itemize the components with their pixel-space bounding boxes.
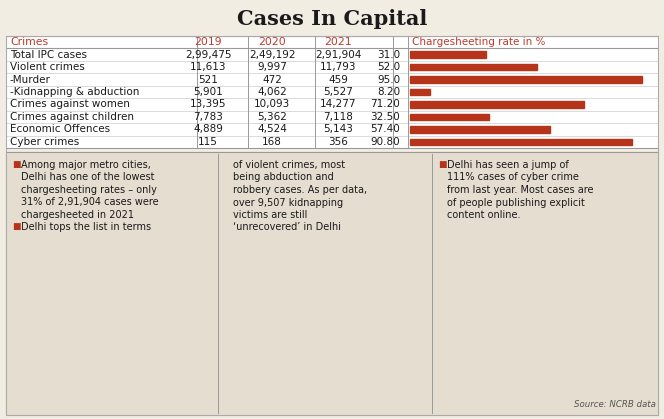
Text: Delhi tops the list in terms: Delhi tops the list in terms [21, 222, 151, 233]
Text: 356: 356 [328, 137, 348, 147]
Text: Delhi has one of the lowest: Delhi has one of the lowest [21, 173, 155, 183]
Text: victims are still: victims are still [233, 210, 307, 220]
Bar [410, 139, 631, 145]
Bar [410, 76, 642, 83]
Text: -Kidnapping & abduction: -Kidnapping & abduction [10, 87, 139, 97]
Text: 5,901: 5,901 [193, 87, 223, 97]
Text: chargesheeting rates – only: chargesheeting rates – only [21, 185, 157, 195]
Bar [410, 52, 485, 58]
Text: 521: 521 [198, 75, 218, 85]
Text: 2,49,192: 2,49,192 [249, 50, 295, 59]
Text: 5,362: 5,362 [257, 112, 287, 122]
Text: Crimes against children: Crimes against children [10, 112, 134, 122]
Text: from last year. Most cases are: from last year. Most cases are [447, 185, 594, 195]
Text: Chargesheeting rate in %: Chargesheeting rate in % [412, 37, 545, 47]
Text: 10,093: 10,093 [254, 99, 290, 109]
Text: 2,99,475: 2,99,475 [185, 50, 231, 59]
Text: 111% cases of cyber crime: 111% cases of cyber crime [447, 173, 579, 183]
Text: Cases In Capital: Cases In Capital [237, 9, 427, 29]
Text: 11,793: 11,793 [320, 62, 357, 72]
Text: 13,395: 13,395 [190, 99, 226, 109]
Text: of people publishing explicit: of people publishing explicit [447, 197, 585, 207]
Text: 11,613: 11,613 [190, 62, 226, 72]
Text: Cyber crimes: Cyber crimes [10, 137, 79, 147]
Text: Violent crimes: Violent crimes [10, 62, 85, 72]
Text: 52.0: 52.0 [377, 62, 400, 72]
Text: 4,062: 4,062 [257, 87, 287, 97]
Text: Crimes against women: Crimes against women [10, 99, 130, 109]
Text: 115: 115 [198, 137, 218, 147]
Text: 31% of 2,91,904 cases were: 31% of 2,91,904 cases were [21, 197, 159, 207]
Text: 57.40: 57.40 [371, 124, 400, 134]
Text: 31.0: 31.0 [377, 50, 400, 59]
Bar [410, 114, 489, 120]
Bar [410, 89, 430, 95]
Text: 4,524: 4,524 [257, 124, 287, 134]
Text: Crimes: Crimes [10, 37, 48, 47]
Text: ■: ■ [12, 222, 21, 232]
Text: 168: 168 [262, 137, 282, 147]
Text: 90.80: 90.80 [371, 137, 400, 147]
Text: 5,527: 5,527 [323, 87, 353, 97]
Text: 7,118: 7,118 [323, 112, 353, 122]
Text: 472: 472 [262, 75, 282, 85]
Text: chargesheeted in 2021: chargesheeted in 2021 [21, 210, 134, 220]
Text: ‘unrecovered’ in Delhi: ‘unrecovered’ in Delhi [233, 222, 341, 233]
Text: 9,997: 9,997 [257, 62, 287, 72]
Text: 14,277: 14,277 [320, 99, 357, 109]
Text: Economic Offences: Economic Offences [10, 124, 110, 134]
Text: being abduction and: being abduction and [233, 173, 334, 183]
Text: 95.0: 95.0 [377, 75, 400, 85]
Text: 32.50: 32.50 [371, 112, 400, 122]
Text: 2020: 2020 [258, 37, 286, 47]
Text: ■: ■ [12, 160, 21, 169]
Text: 459: 459 [328, 75, 348, 85]
Text: 71.20: 71.20 [371, 99, 400, 109]
Text: 2019: 2019 [194, 37, 222, 47]
Text: over 9,507 kidnapping: over 9,507 kidnapping [233, 197, 343, 207]
Text: 2,91,904: 2,91,904 [315, 50, 361, 59]
Bar [6, 36, 658, 148]
Text: Delhi has seen a jump of: Delhi has seen a jump of [447, 160, 569, 170]
Bar [410, 126, 550, 132]
Text: 2021: 2021 [324, 37, 352, 47]
Bar [410, 64, 537, 70]
Text: of violent crimes, most: of violent crimes, most [233, 160, 345, 170]
Text: 7,783: 7,783 [193, 112, 223, 122]
Text: -Murder: -Murder [10, 75, 51, 85]
Bar [6, 152, 658, 415]
Bar [410, 101, 584, 108]
Text: 4,889: 4,889 [193, 124, 223, 134]
Text: 5,143: 5,143 [323, 124, 353, 134]
Text: Source: NCRB data: Source: NCRB data [574, 400, 656, 409]
Text: Among major metro cities,: Among major metro cities, [21, 160, 151, 170]
Text: robbery cases. As per data,: robbery cases. As per data, [233, 185, 367, 195]
Text: ■: ■ [438, 160, 446, 169]
Text: Total IPC cases: Total IPC cases [10, 50, 87, 59]
Text: content online.: content online. [447, 210, 521, 220]
Text: 8.20: 8.20 [377, 87, 400, 97]
